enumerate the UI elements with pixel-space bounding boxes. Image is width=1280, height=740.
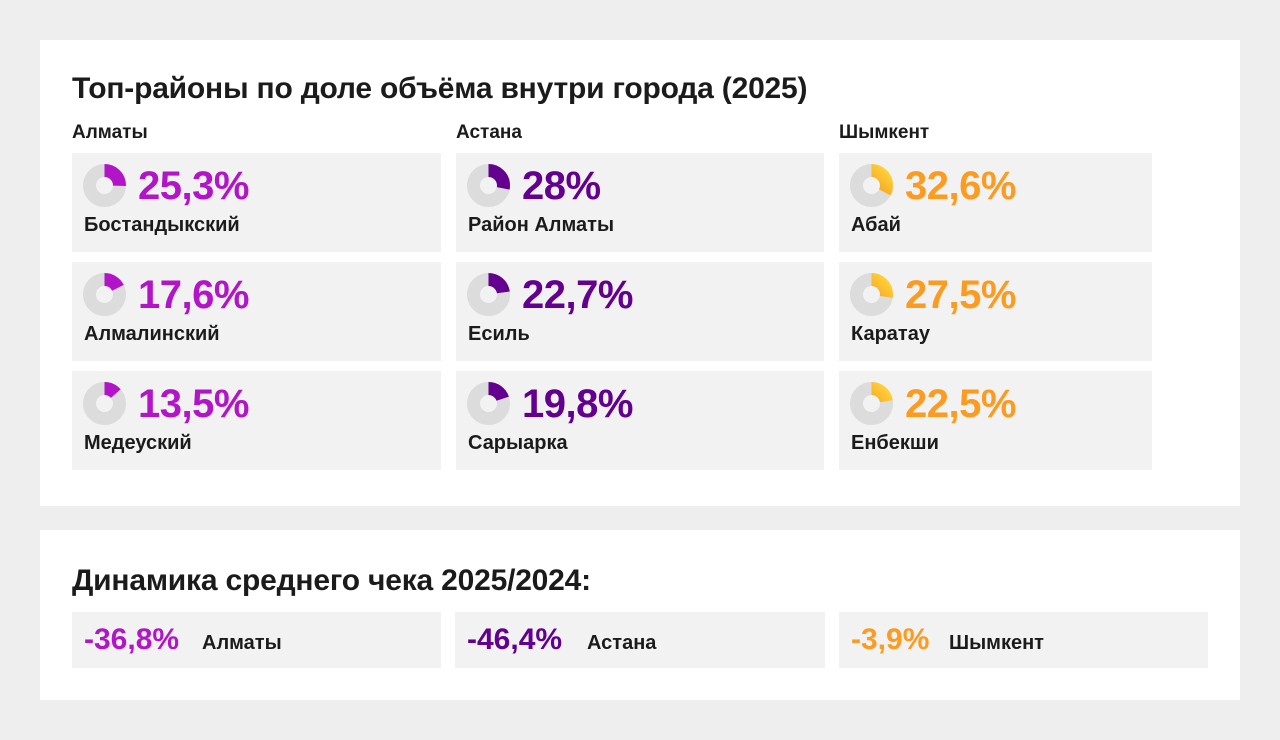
district-name: Сарыарка [468, 432, 568, 454]
donut-icon [850, 382, 893, 425]
district-share: 19,8% [522, 382, 633, 426]
district-share: 28% [522, 164, 601, 208]
district-card: 22,7% Есиль [456, 262, 824, 361]
dynamics-card-astana: -46,4% Астана [455, 612, 825, 668]
panel-title: Динамика среднего чека 2025/2024: [72, 564, 591, 597]
district-share: 13,5% [138, 382, 249, 426]
district-card: 28% Район Алматы [456, 153, 824, 252]
city-name: Астана [456, 122, 522, 143]
district-name: Медеуский [84, 432, 192, 454]
district-share: 17,6% [138, 273, 249, 317]
dynamics-city: Шымкент [949, 632, 1044, 654]
district-card: 19,8% Сарыарка [456, 371, 824, 470]
dynamics-city: Астана [587, 632, 657, 654]
donut-icon [467, 273, 510, 316]
dynamics-card-shymkent: -3,9% Шымкент [839, 612, 1208, 668]
district-card: 13,5% Медеуский [72, 371, 441, 470]
district-share: 32,6% [905, 164, 1016, 208]
donut-icon [83, 382, 126, 425]
donut-share-arc [850, 164, 893, 207]
donut-icon [83, 273, 126, 316]
dynamics-value: -46,4% [467, 623, 563, 656]
dynamics-value: -3,9% [851, 623, 930, 656]
district-card: 17,6% Алмалинский [72, 262, 441, 361]
district-card: 22,5% Енбекши [839, 371, 1152, 470]
city-name: Алматы [72, 122, 148, 143]
donut-share-arc [83, 382, 126, 425]
district-share: 22,7% [522, 273, 633, 317]
donut-icon [467, 382, 510, 425]
donut-share-arc [850, 273, 893, 316]
district-name: Алмалинский [84, 323, 220, 345]
dynamics-city: Алматы [202, 632, 282, 654]
dynamics-card-almaty: -36,8% Алматы [72, 612, 441, 668]
donut-share-arc [467, 273, 510, 316]
district-share: 22,5% [905, 382, 1016, 426]
district-name: Каратау [851, 323, 930, 345]
donut-share-arc [83, 164, 126, 207]
panel-title: Топ-районы по доле объёма внутри города … [72, 72, 808, 105]
donut-icon [850, 273, 893, 316]
district-name: Есиль [468, 323, 530, 345]
district-share: 27,5% [905, 273, 1016, 317]
donut-icon [467, 164, 510, 207]
district-card: 32,6% Абай [839, 153, 1152, 252]
donut-share-arc [467, 382, 510, 425]
district-name: Абай [851, 214, 901, 236]
donut-share-arc [850, 382, 893, 425]
donut-icon [83, 164, 126, 207]
avg-check-dynamics-panel: Динамика среднего чека 2025/2024: -36,8%… [40, 530, 1240, 700]
district-share: 25,3% [138, 164, 249, 208]
donut-share-arc [467, 164, 510, 207]
city-name: Шымкент [839, 122, 930, 143]
district-name: Бостандыкский [84, 214, 240, 236]
district-name: Енбекши [851, 432, 939, 454]
donut-share-arc [83, 273, 126, 316]
dynamics-value: -36,8% [84, 623, 180, 656]
district-name: Район Алматы [468, 214, 615, 236]
district-share-panel: Топ-районы по доле объёма внутри города … [40, 40, 1240, 506]
donut-icon [850, 164, 893, 207]
district-card: 27,5% Каратау [839, 262, 1152, 361]
district-card: 25,3% Бостандыкский [72, 153, 441, 252]
